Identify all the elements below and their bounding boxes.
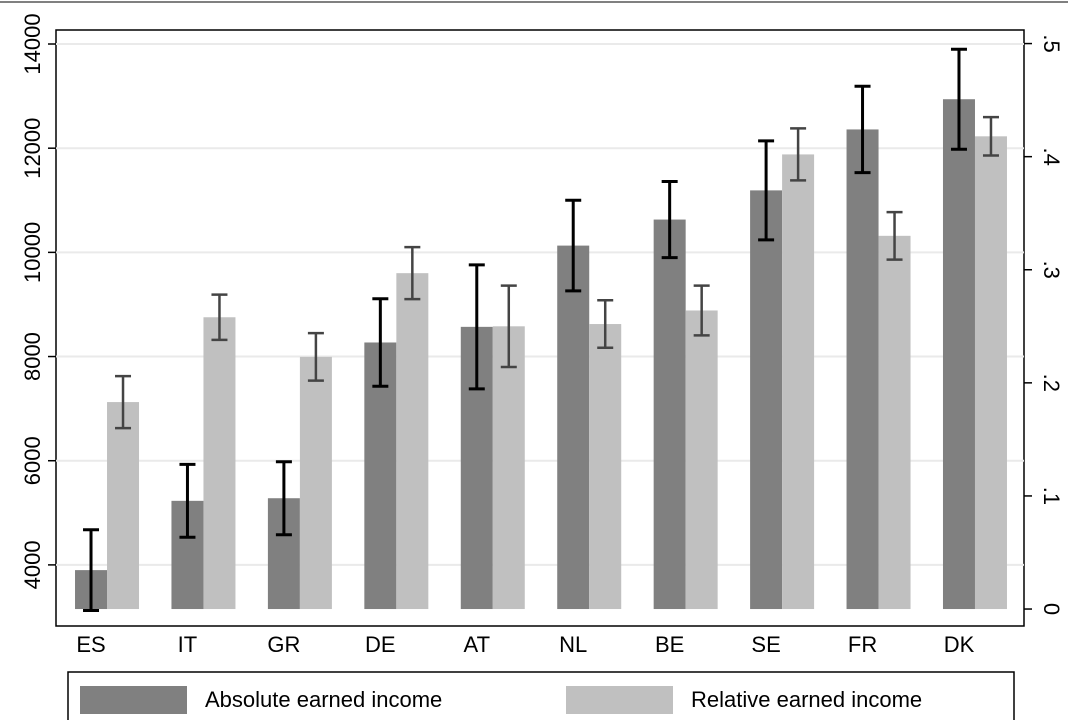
bar (846, 129, 879, 610)
bar (203, 317, 236, 610)
y2-tick-label: .4 (1039, 147, 1064, 165)
bar (107, 402, 140, 610)
y-tick-label: 14000 (20, 13, 45, 74)
x-tick-label: FR (848, 632, 877, 657)
bar (396, 273, 429, 610)
legend-box (67, 671, 1015, 720)
plot-frame (55, 29, 1025, 627)
y-tick-label: 8000 (20, 332, 45, 381)
y-tick-label: 4000 (20, 540, 45, 589)
x-tick-label: SE (751, 632, 780, 657)
bar (878, 235, 911, 610)
bar (492, 326, 525, 610)
bar (589, 324, 622, 610)
x-tick-label: IT (178, 632, 198, 657)
x-tick-label: NL (559, 632, 587, 657)
x-tick-label: BE (655, 632, 684, 657)
y2-tick-label: 0 (1039, 603, 1064, 615)
y-tick-label: 6000 (20, 436, 45, 485)
legend-label: Relative earned income (691, 687, 922, 712)
bar (685, 310, 718, 610)
bar (750, 190, 783, 610)
bar (299, 356, 332, 610)
y-tick-label: 10000 (20, 222, 45, 283)
x-tick-label: GR (267, 632, 300, 657)
y2-tick-label: .3 (1039, 261, 1064, 279)
x-tick-label: ES (76, 632, 105, 657)
y-tick-label: 12000 (20, 118, 45, 179)
bar (942, 99, 975, 610)
bar (557, 245, 590, 610)
bar (653, 219, 686, 610)
legend-swatch (566, 686, 673, 714)
legend-label: Absolute earned income (205, 687, 442, 712)
bar (782, 154, 815, 610)
marks (75, 47, 1007, 612)
y2-tick-label: .2 (1039, 374, 1064, 392)
y2-tick-label: .5 (1039, 34, 1064, 52)
bar (974, 136, 1007, 610)
y2-tick-label: .1 (1039, 487, 1064, 505)
x-tick-label: DK (944, 632, 975, 657)
x-tick-label: DE (365, 632, 396, 657)
legend-swatch (80, 686, 187, 714)
x-tick-label: AT (464, 632, 490, 657)
